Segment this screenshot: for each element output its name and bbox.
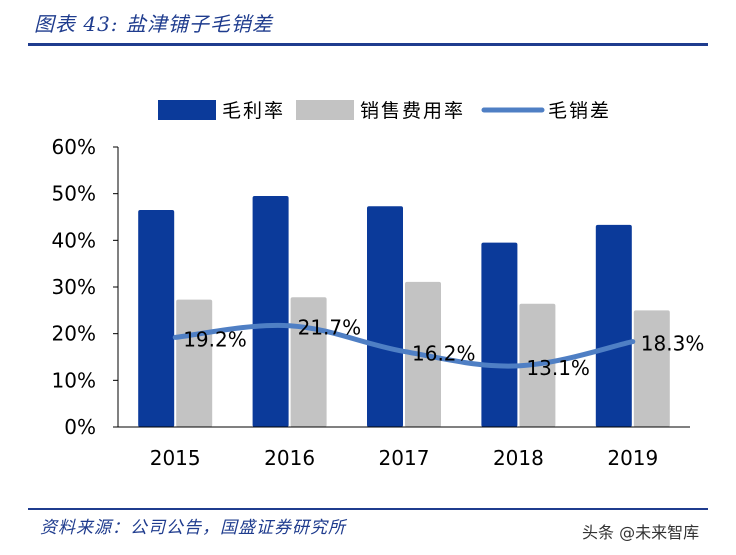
legend-swatch-gross-margin [158,100,216,120]
x-tick-label: 2018 [493,446,544,470]
y-tick-label: 40% [52,228,96,252]
footer-rule [28,508,708,510]
y-tick-label: 10% [52,368,96,392]
y-tick-label: 50% [52,182,96,206]
legend-label-gross-margin: 毛利率 [222,100,285,122]
x-tick-label: 2015 [150,446,201,470]
figure-title: 图表 43: 盐津铺子毛销差 [34,12,273,36]
line-data-label: 13.1% [526,356,590,380]
line-data-label: 16.2% [412,341,476,365]
y-tick-label: 0% [64,415,96,439]
y-tick-label: 60% [52,135,96,159]
chart: 0% 10% 20% 30% 40% 50% 60% 2015 2016 2017 2018 2019… [52,100,705,470]
bar-selling-expense [633,310,670,427]
legend-label-selling-expense: 销售费用率 [360,100,465,122]
line-data-label: 18.3% [641,332,705,356]
x-tick-label: 2017 [379,446,430,470]
bar-gross-margin [252,196,289,427]
x-tick-label: 2019 [607,446,658,470]
legend-label-spread: 毛销差 [548,100,611,122]
legend-swatch-selling-expense [296,100,354,120]
bar-gross-margin [481,242,518,427]
line-data-label: 19.2% [183,327,247,351]
header-rule [28,43,708,46]
line-data-label: 21.7% [298,316,362,340]
line-spread [172,322,636,369]
bar-gross-margin [367,206,403,427]
y-tick-label: 20% [52,322,96,346]
x-tick-label: 2016 [264,446,315,470]
bar-selling-expense [176,299,213,427]
source-note: 资料来源：公司公告，国盛证券研究所 [40,518,346,538]
figure-header: 图表 43: 盐津铺子毛销差 [0,0,736,46]
bar-gross-margin [595,224,632,427]
bar-gross-margin [138,210,175,427]
y-tick-label: 30% [52,275,96,299]
watermark: 头条 @未来智库 [582,523,700,542]
